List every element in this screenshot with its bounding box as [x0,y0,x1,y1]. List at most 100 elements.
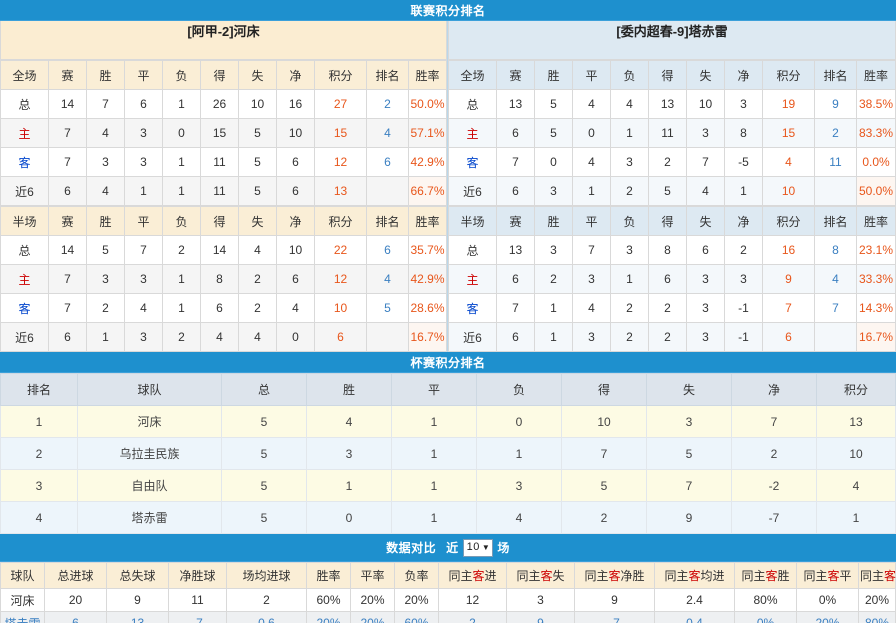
cell-cup-loss: 4 [476,501,562,534]
cell-cmp-ha-loss: 80% [858,611,896,623]
row-label: 客 [448,293,497,323]
cell-cup-team[interactable]: 河床 [77,405,222,438]
th-loss: 负 [610,206,649,236]
cell-gf: 4 [200,322,239,352]
th-played: 赛 [48,206,87,236]
cell-draw: 4 [124,293,163,323]
cell-rank: 9 [814,89,857,119]
table-header-row: 全场 赛 胜 平 负 得 失 净 积分 排名 胜率 [448,60,896,90]
table-row: 总 14 5 7 2 14 4 10 22 6 35.7% [0,235,447,265]
cell-cmp-lossrate: 20% [394,588,439,612]
cell-loss: 1 [162,89,201,119]
cell-gf: 2 [648,147,687,177]
cell-winrate: 42.9% [408,147,447,177]
cell-points: 16 [762,235,815,265]
cell-cup-team[interactable]: 自由队 [77,469,222,502]
cell-cup-played: 5 [221,405,307,438]
cell-draw: 6 [124,89,163,119]
cell-gd: 6 [276,176,315,206]
cell-winrate: 23.1% [856,235,896,265]
cell-cup-loss: 3 [476,469,562,502]
cell-loss: 1 [610,118,649,148]
cell-draw: 3 [572,264,611,294]
cell-cup-team[interactable]: 乌拉圭民族 [77,437,222,470]
th-loss: 负 [162,60,201,90]
cell-winrate: 50.0% [408,89,447,119]
th-winrate: 胜率 [856,206,896,236]
cup-section-title: 杯赛积分排名 [0,352,896,373]
th-winrate: 胜率 [856,60,896,90]
cell-cmp-winrate: 20% [306,611,351,623]
row-label: 总 [448,89,497,119]
th-cup-played: 总 [221,373,307,406]
recent-matches-select[interactable]: 10 ▼ [462,538,494,557]
cell-rank: 6 [366,235,409,265]
cell-draw: 3 [124,147,163,177]
row-label: 总 [0,89,49,119]
row-label: 近6 [0,176,49,206]
left-halftime-table: 半场 赛 胜 平 负 得 失 净 积分 排名 胜率 总 [0,206,447,352]
cell-win: 7 [86,89,125,119]
table-row: 主 6 5 0 1 11 3 8 15 2 83.3% [448,118,896,148]
table-header-row: 全场 赛 胜 平 负 得 失 净 积分 排名 胜率 [0,60,447,90]
th-goals-for: 得 [648,60,687,90]
cell-cmp-ha-diff: 9 [574,588,655,612]
th-scope: 全场 [448,60,497,90]
th-draw: 平 [124,206,163,236]
comparison-header-row: 球队 总进球 总失球 净胜球 场均进球 胜率 平率 负率 同主客进 同主客失 同… [0,562,896,589]
cell-ga: 6 [686,235,725,265]
th-win: 胜 [86,60,125,90]
th-cmp-ha-draw: 同主客平 [796,562,859,589]
row-label: 主 [0,118,49,148]
cell-rank: 7 [814,293,857,323]
cell-cup-gd: 7 [731,405,817,438]
cell-loss: 2 [162,235,201,265]
cell-gd: 3 [724,264,763,294]
th-goals-for: 得 [200,206,239,236]
table-row: 2 乌拉圭民族 5 3 1 1 7 5 2 10 [0,437,896,470]
cell-gf: 6 [648,264,687,294]
cell-gd: 3 [724,89,763,119]
cell-points: 4 [762,147,815,177]
cell-cup-team[interactable]: 塔赤雷 [77,501,222,534]
cell-cmp-total-goals: 20 [44,588,107,612]
cell-rank [814,176,857,206]
th-goals-against: 失 [238,206,277,236]
th-cmp-drawrate: 平率 [350,562,395,589]
cell-cmp-ha-loss: 20% [858,588,896,612]
th-points: 积分 [314,206,367,236]
th-points: 积分 [314,60,367,90]
th-cmp-ha-goals: 同主客进 [438,562,507,589]
cell-gf: 2 [648,322,687,352]
cell-gf: 8 [648,235,687,265]
table-row: 近6 6 1 3 2 2 3 -1 6 16.7% [448,322,896,352]
cell-loss: 1 [162,147,201,177]
cell-cmp-winrate: 60% [306,588,351,612]
cell-cup-draw: 1 [391,437,477,470]
cell-win: 1 [534,293,573,323]
th-cup-points: 积分 [816,373,896,406]
th-cup-rank: 排名 [0,373,78,406]
cell-win: 5 [534,89,573,119]
th-played: 赛 [48,60,87,90]
th-goal-diff: 净 [276,60,315,90]
league-table-left: [阿甲-2]河床 全场 赛 胜 平 负 得 失 净 [0,21,448,352]
cell-cup-draw: 1 [391,501,477,534]
cell-loss: 2 [610,322,649,352]
table-row: 客 7 3 3 1 11 5 6 12 6 42.9% [0,147,447,177]
table-row: 总 13 5 4 4 13 10 3 19 9 38.5% [448,89,896,119]
cell-cmp-ha-draw: 0% [796,588,859,612]
cell-gd: 2 [724,235,763,265]
cell-points: 6 [314,322,367,352]
cell-draw: 4 [572,293,611,323]
cell-draw: 7 [572,235,611,265]
cell-cmp-lossrate: 60% [394,611,439,623]
cell-winrate: 16.7% [408,322,447,352]
th-loss: 负 [162,206,201,236]
league-section-title: 联赛积分排名 [0,0,896,21]
cell-gd: 4 [276,293,315,323]
cell-cmp-total-goals: 6 [44,611,107,623]
cell-cup-rank: 1 [0,405,78,438]
cell-gd: 1 [724,176,763,206]
row-label: 客 [0,293,49,323]
